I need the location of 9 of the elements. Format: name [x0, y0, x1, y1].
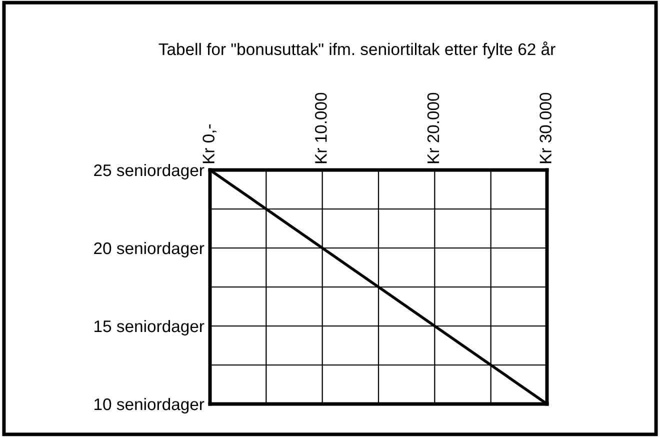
- x-tick-label: Kr 10.000: [315, 92, 327, 164]
- y-tick-label: 15 seniordager: [94, 320, 204, 336]
- x-tick-label: Kr 0,-: [202, 124, 216, 164]
- chart-title: Tabell for "bonusuttak" ifm. seniortiltak etter fylte 62 år: [158, 42, 556, 58]
- y-tick-label: 20 seniordager: [94, 242, 204, 258]
- x-tick-label: Kr 30.000: [540, 92, 552, 164]
- y-tick-label: 25 seniordager: [94, 164, 204, 180]
- y-tick-label: 10 seniordager: [94, 398, 204, 414]
- x-tick-label: Kr 20.000: [427, 92, 440, 164]
